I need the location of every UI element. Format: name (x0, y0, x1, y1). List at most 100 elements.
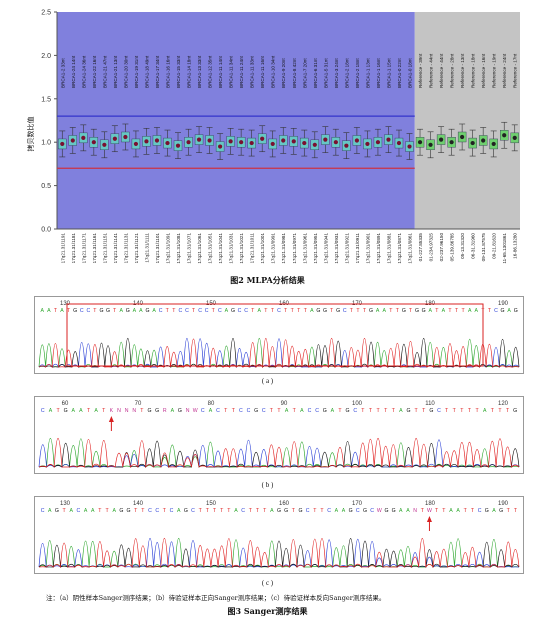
probe-mark (163, 129, 172, 157)
base-call: C (185, 308, 189, 314)
base-call: A (270, 508, 274, 514)
location-label: 05-13.31320 (460, 233, 465, 259)
location-label: 02-237.96150 (439, 233, 444, 262)
probe-mark (310, 131, 320, 159)
base-call: C (159, 308, 163, 314)
base-call: T (464, 508, 468, 514)
location-label: 06-31.31960 (471, 233, 476, 259)
data-point (270, 141, 275, 147)
probe-mark (194, 126, 204, 153)
probe-label: BRCA1-0 18nt (408, 58, 413, 88)
base-call: T (56, 408, 60, 414)
base-call: T (192, 308, 196, 314)
base-position-label: 130 (60, 301, 71, 307)
base-call: G (127, 508, 131, 514)
probe-mark (500, 121, 509, 149)
base-call: R (163, 408, 167, 414)
base-call: C (205, 308, 209, 314)
location-label: 17q21.31/1131 (123, 233, 128, 264)
data-point (386, 137, 391, 142)
base-call: T (297, 308, 301, 314)
data-point (70, 138, 75, 143)
probe-mark (58, 130, 67, 158)
location-label: 01-234.97325 (429, 233, 434, 262)
base-call: C (356, 508, 360, 514)
data-point (260, 136, 265, 141)
probe-label: BRCA1-19 31nt (134, 55, 139, 88)
base-call: W (377, 508, 382, 514)
base-call: C (315, 408, 319, 414)
base-call: T (93, 308, 97, 314)
location-label: 17q21.31/0921 (344, 233, 349, 264)
base-call: G (429, 408, 433, 414)
data-point (438, 137, 444, 142)
reference-region (414, 12, 520, 229)
base-call: G (106, 308, 110, 314)
base-call: T (263, 508, 267, 514)
base-call: G (323, 408, 327, 414)
location-label: 17q21.31/0981 (281, 233, 286, 264)
base-call: A (47, 308, 51, 314)
base-call: T (361, 408, 365, 414)
y-tick-label: 0.0 (41, 227, 51, 234)
data-point (112, 136, 117, 141)
data-point (218, 144, 223, 149)
base-call: A (399, 408, 403, 414)
base-call: A (342, 508, 346, 514)
probe-label: BRCA1-7 20nt (302, 58, 307, 88)
location-label: 17q21.31/0971 (292, 233, 297, 264)
data-point (133, 141, 139, 147)
probe-label: BRCA1-1 15nt (386, 58, 391, 88)
probe-mark (121, 123, 130, 151)
probe-mark (79, 124, 88, 152)
base-call: G (145, 308, 149, 314)
base-call: T (293, 408, 297, 414)
base-call: C (86, 308, 90, 314)
location-label: 17q21.31/0871 (397, 233, 402, 264)
base-call: G (514, 308, 518, 314)
probe-mark (205, 127, 214, 154)
probe-mark (510, 124, 519, 152)
base-call: T (62, 508, 66, 514)
probe-label: Reference - 13nt (460, 53, 465, 88)
location-label: 17q21.31/1191 (60, 233, 65, 264)
base-call: A (331, 408, 335, 414)
probe-mark (173, 132, 183, 159)
probe-mark (300, 129, 309, 157)
base-call: G (363, 508, 367, 514)
base-call: G (513, 408, 517, 414)
base-call: C (343, 308, 347, 314)
y-tick-label: 2.0 (41, 53, 51, 60)
probe-label: Reference - 17nt (513, 53, 518, 88)
location-label: 17q21.31/1161 (92, 233, 97, 264)
base-call: T (376, 408, 380, 414)
data-point (239, 140, 244, 145)
base-call: A (449, 508, 453, 514)
base-call: T (498, 408, 502, 414)
base-call: N (117, 408, 121, 414)
data-point (60, 141, 65, 147)
base-call: A (84, 508, 88, 514)
data-point (481, 138, 486, 143)
probe-label: Reference - 28nt (450, 53, 455, 88)
data-point (460, 134, 465, 140)
base-position-label: 110 (425, 401, 435, 407)
probe-label: BRCA1-15 33nt (176, 55, 181, 88)
base-call: C (247, 408, 251, 414)
data-point (207, 138, 212, 143)
probe-mark (457, 123, 467, 151)
base-call: C (41, 508, 45, 514)
base-call: G (73, 308, 77, 314)
base-call: A (475, 308, 479, 314)
base-call: W (427, 508, 432, 514)
probe-label: BRCA1-21 47nt (102, 55, 107, 88)
probe-mark (384, 126, 393, 153)
base-call: T (102, 408, 106, 414)
base-call: A (468, 308, 472, 314)
base-call: G (422, 308, 426, 314)
probe-mark (100, 131, 109, 159)
base-call: C (155, 508, 159, 514)
base-call: T (453, 408, 457, 414)
probe-label: BRCA1-10 34nt (271, 55, 276, 88)
base-call: T (284, 308, 288, 314)
